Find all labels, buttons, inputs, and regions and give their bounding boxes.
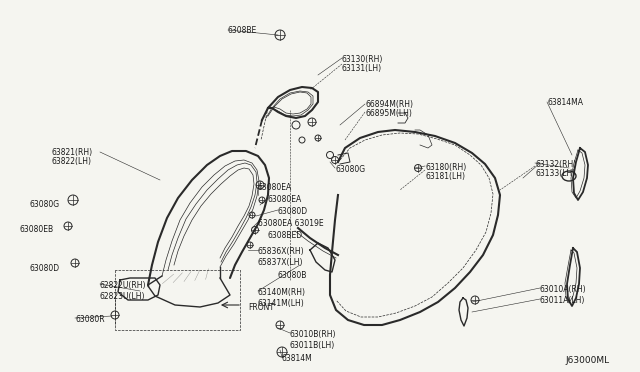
Text: 63080EA: 63080EA [258,183,292,192]
Text: 6308BE: 6308BE [228,26,257,35]
Text: 63814MA: 63814MA [547,98,583,107]
Text: 63821(RH): 63821(RH) [52,148,93,157]
Text: 62823U(LH): 62823U(LH) [100,292,145,301]
Text: 63080EA: 63080EA [268,195,302,204]
Text: 63080G: 63080G [335,165,365,174]
Text: FRONT: FRONT [248,303,274,312]
Text: 63080EB: 63080EB [20,225,54,234]
Text: 63080R: 63080R [75,315,104,324]
Text: 62822U(RH): 62822U(RH) [100,281,147,290]
Text: 6308BED: 6308BED [268,231,303,240]
Text: 63181(LH): 63181(LH) [425,172,465,181]
Text: 65836X(RH): 65836X(RH) [258,247,305,256]
Text: 63080G: 63080G [29,200,59,209]
Text: 63822(LH): 63822(LH) [52,157,92,166]
Text: 63011A(LH): 63011A(LH) [540,296,586,305]
Text: 63080EA 63019E: 63080EA 63019E [258,219,324,228]
Text: 63130(RH): 63130(RH) [342,55,383,64]
Text: 63180(RH): 63180(RH) [425,163,467,172]
Text: 63814M: 63814M [282,354,313,363]
Text: J63000ML: J63000ML [565,356,609,365]
Text: 63132(RH): 63132(RH) [535,160,576,169]
Text: 66894M(RH): 66894M(RH) [365,100,413,109]
Text: 63140M(RH): 63140M(RH) [258,288,306,297]
Text: 63010B(RH): 63010B(RH) [290,330,337,339]
Text: 63011B(LH): 63011B(LH) [290,341,335,350]
Text: 63010A(RH): 63010A(RH) [540,285,587,294]
Text: 65837X(LH): 65837X(LH) [258,258,303,267]
Text: 63133(LH): 63133(LH) [535,169,575,178]
Text: 63080B: 63080B [278,271,307,280]
Text: 63080D: 63080D [278,207,308,216]
Text: 63141M(LH): 63141M(LH) [258,299,305,308]
Text: 66895M(LH): 66895M(LH) [365,109,412,118]
Text: 63131(LH): 63131(LH) [342,64,382,73]
Text: 63080D: 63080D [29,264,59,273]
